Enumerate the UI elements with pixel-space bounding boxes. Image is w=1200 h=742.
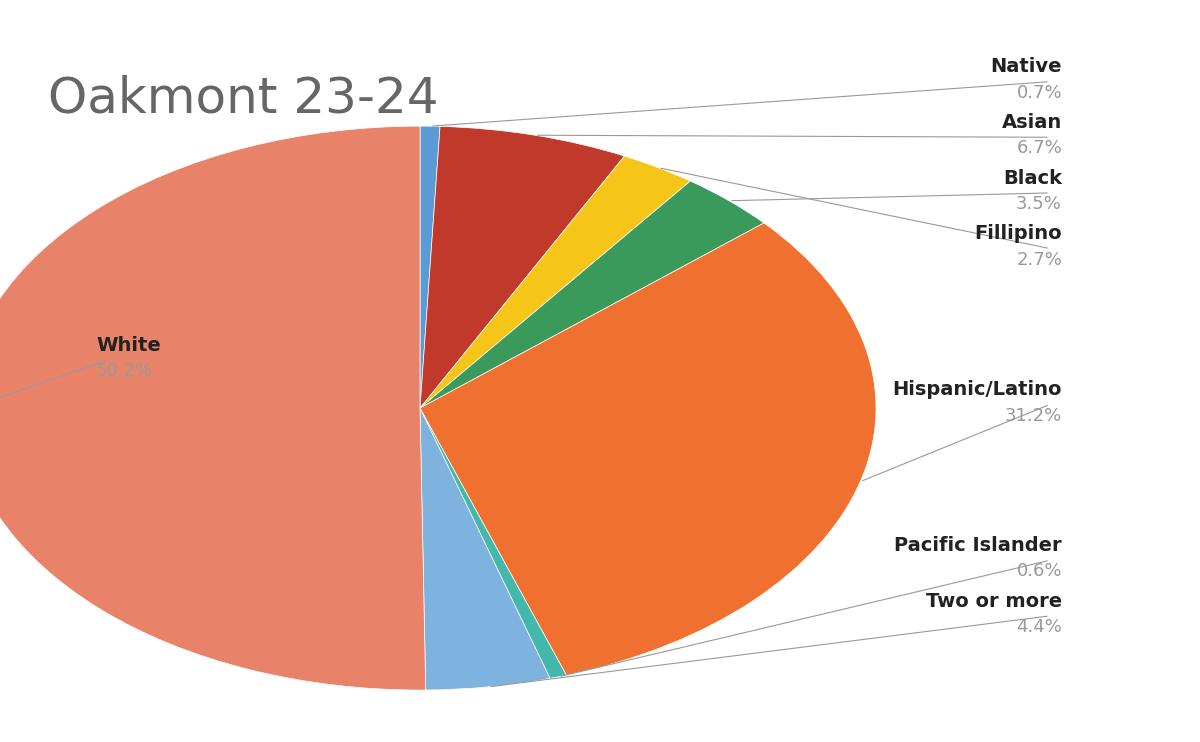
Text: 31.2%: 31.2% bbox=[1004, 407, 1062, 424]
Text: Oakmont 23-24: Oakmont 23-24 bbox=[48, 74, 438, 122]
Text: Hispanic/Latino: Hispanic/Latino bbox=[893, 380, 1062, 399]
Wedge shape bbox=[420, 408, 566, 678]
Text: 3.5%: 3.5% bbox=[1016, 195, 1062, 213]
Text: 0.7%: 0.7% bbox=[1016, 84, 1062, 102]
Text: Two or more: Two or more bbox=[926, 591, 1062, 611]
Text: 2.7%: 2.7% bbox=[1016, 251, 1062, 269]
Text: 0.6%: 0.6% bbox=[1016, 562, 1062, 580]
Wedge shape bbox=[420, 156, 690, 408]
Wedge shape bbox=[420, 126, 624, 408]
Text: White: White bbox=[96, 335, 161, 355]
Text: Pacific Islander: Pacific Islander bbox=[894, 536, 1062, 555]
Text: Native: Native bbox=[990, 57, 1062, 76]
Wedge shape bbox=[0, 126, 426, 690]
Text: Fillipino: Fillipino bbox=[974, 224, 1062, 243]
Text: Black: Black bbox=[1003, 168, 1062, 188]
Text: Asian: Asian bbox=[1002, 113, 1062, 132]
Text: 6.7%: 6.7% bbox=[1016, 139, 1062, 157]
Text: 50.2%: 50.2% bbox=[96, 362, 154, 380]
Wedge shape bbox=[420, 408, 550, 690]
Wedge shape bbox=[420, 181, 764, 408]
Text: 4.4%: 4.4% bbox=[1016, 618, 1062, 636]
Wedge shape bbox=[420, 126, 440, 408]
Wedge shape bbox=[420, 223, 876, 675]
